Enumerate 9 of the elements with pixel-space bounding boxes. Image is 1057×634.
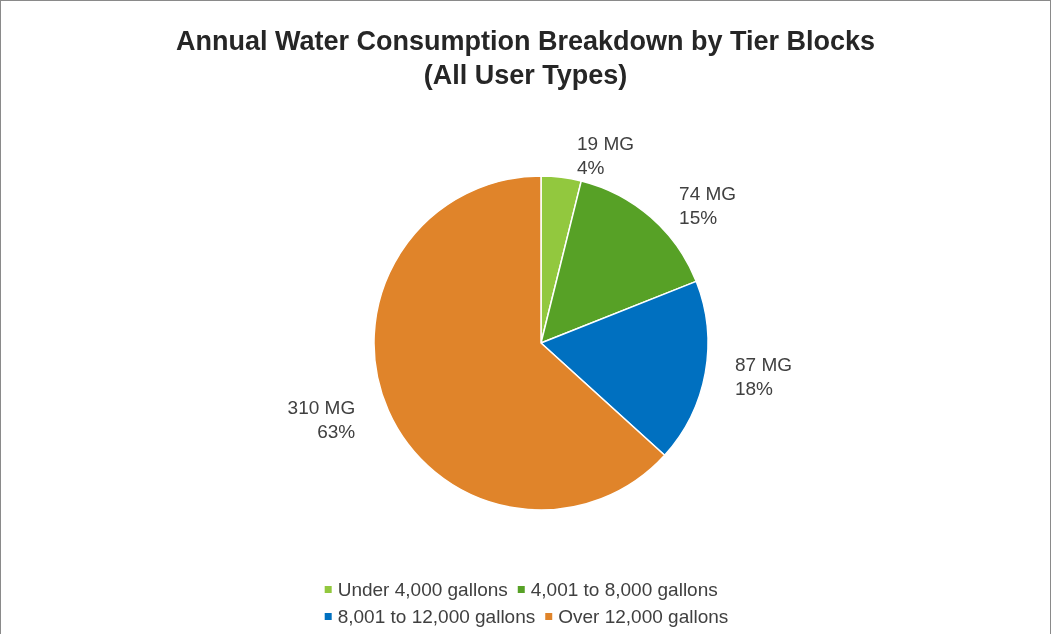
- legend-label: 4,001 to 8,000 gallons: [530, 579, 718, 600]
- legend-label: 8,001 to 12,000 gallons: [337, 606, 536, 627]
- chart-title: Annual Water Consumption Breakdown by Tier Blocks (All User Types): [175, 26, 876, 90]
- data-label: 74 MG 15%: [679, 182, 737, 228]
- data-label: 87 MG 18%: [734, 354, 792, 400]
- data-label: 19 MG 4%: [576, 132, 634, 178]
- legend-label: Over 12,000 gallons: [558, 606, 729, 627]
- legend-label: Under 4,000 gallons: [337, 579, 508, 600]
- data-label: 310 MG 63%: [287, 397, 356, 442]
